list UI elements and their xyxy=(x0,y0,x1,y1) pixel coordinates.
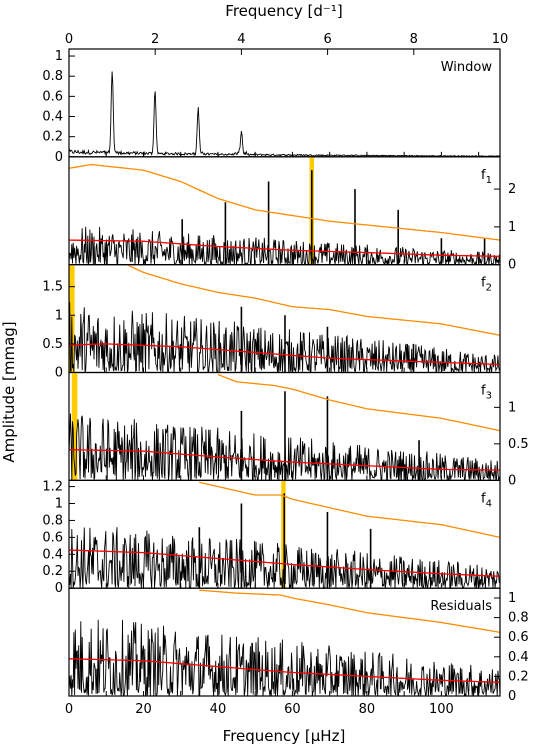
noise-level xyxy=(69,449,500,471)
y-tick-label: 0.2 xyxy=(42,130,63,145)
top-x-tick-label: 8 xyxy=(410,32,418,47)
y-tick-label: 0.4 xyxy=(508,650,529,665)
y-tick-label: 1 xyxy=(55,497,63,512)
significance-threshold xyxy=(69,163,500,241)
y-tick-label: 1 xyxy=(55,308,63,323)
y-tick-label: 0.8 xyxy=(42,513,63,528)
y-tick-label: 1 xyxy=(508,591,516,606)
y-tick-label: 1.5 xyxy=(42,280,63,295)
y-tick-label: 0 xyxy=(508,258,516,273)
y-tick-label: 0.6 xyxy=(42,530,63,545)
spectrum-series xyxy=(69,619,500,697)
y-tick-label: 0 xyxy=(508,689,516,704)
y-tick-label: 0 xyxy=(508,473,516,488)
noise-level xyxy=(69,549,500,577)
y-tick-label: 1 xyxy=(508,220,516,235)
panel-5: 0 0.2 0.4 0.6 0.81 1.2 f4 xyxy=(42,480,501,596)
y-tick-label: 0 xyxy=(55,581,63,596)
y-tick-label: 0.6 xyxy=(508,630,529,645)
panel-5-content xyxy=(69,480,500,589)
panel-6: 0 0.2 0.4 0.6 0.8 1 Residuals xyxy=(68,587,529,704)
bottom-axis-title: Frequency [μHz] xyxy=(223,727,346,745)
y-tick-label: 0.4 xyxy=(42,110,63,125)
panel-6-content xyxy=(69,589,500,697)
significance-threshold xyxy=(199,481,500,539)
bottom-x-tick-label: 80 xyxy=(359,702,376,717)
panel-2-content xyxy=(69,156,500,265)
y-tick-label: 0.8 xyxy=(508,611,529,626)
bottom-x-tick-label: 0 xyxy=(65,702,73,717)
y-tick-label: 0.5 xyxy=(508,437,529,452)
panel-label: Residuals xyxy=(430,599,492,614)
top-x-tick-label: 4 xyxy=(237,32,245,47)
y-tick-label: 2 xyxy=(508,182,516,197)
noise-level xyxy=(69,239,500,258)
y-axis-title: Amplitude [mmag] xyxy=(0,321,18,462)
y-tick-label: 1.2 xyxy=(42,480,63,495)
panel-frame xyxy=(68,48,501,158)
panel-3: 0 0.5 1 1.5 f2 xyxy=(42,264,501,381)
spectrum-series xyxy=(69,71,500,157)
y-tick-label: 0 xyxy=(55,366,63,381)
significance-threshold xyxy=(217,373,500,432)
top-axis-title: Frequency [d⁻¹] xyxy=(225,2,342,20)
panel-label: f3 xyxy=(481,384,492,402)
y-tick-label: 0.2 xyxy=(42,564,63,579)
spectrum-series xyxy=(69,226,500,265)
panel-label: f4 xyxy=(481,491,492,509)
peak-highlight xyxy=(71,372,78,481)
panel-2: 0 1 2 f1 xyxy=(68,156,516,273)
top-x-tick-label: 10 xyxy=(492,32,509,47)
panel-1: 0 0.2 0.4 0.6 0.8 1 Window xyxy=(42,48,501,165)
bottom-x-tick-label: 100 xyxy=(429,702,454,717)
y-tick-label: 1 xyxy=(55,49,63,64)
y-tick-label: 0.5 xyxy=(42,337,63,352)
bottom-x-tick-label: 40 xyxy=(210,702,227,717)
top-x-tick-label: 6 xyxy=(323,32,331,47)
y-tick-label: 0.4 xyxy=(42,547,63,562)
y-tick-label: 1 xyxy=(508,400,516,415)
significance-threshold xyxy=(125,264,500,336)
noise-level xyxy=(69,658,500,683)
bottom-x-tick-label: 20 xyxy=(135,702,152,717)
panel-4: 0 0.5 1 f3 xyxy=(68,371,529,488)
noise-level xyxy=(69,343,500,366)
y-tick-label: 0.6 xyxy=(42,89,63,104)
panel-frame xyxy=(68,587,501,697)
panel-1-content xyxy=(69,71,500,157)
y-tick-label: 0.2 xyxy=(508,669,529,684)
significance-threshold xyxy=(199,589,500,633)
bottom-x-tick-label: 60 xyxy=(284,702,301,717)
panel-label: f1 xyxy=(481,168,492,186)
panel-label: Window xyxy=(441,60,493,75)
panel-label: f2 xyxy=(481,276,492,294)
top-x-tick-label: 2 xyxy=(151,32,159,47)
y-tick-label: 0.8 xyxy=(42,69,63,84)
panel-3-content xyxy=(69,264,500,373)
top-x-tick-label: 0 xyxy=(65,32,73,47)
panel-4-content xyxy=(69,372,500,481)
y-tick-label: 0 xyxy=(55,150,63,165)
